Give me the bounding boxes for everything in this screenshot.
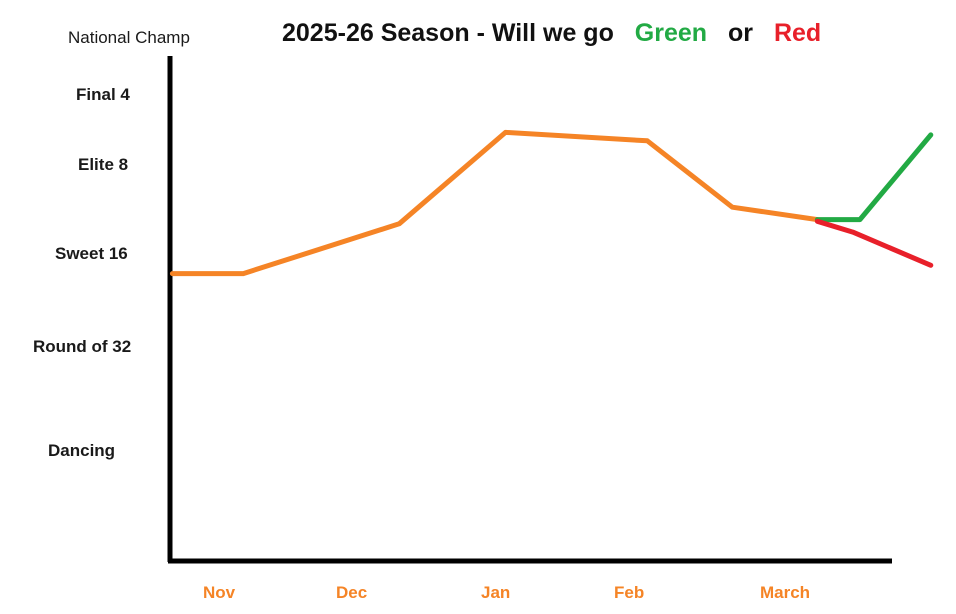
chart-title: 2025-26 Season - Will we go Green or Red	[282, 19, 821, 47]
title-middle-word: or	[728, 19, 753, 47]
title-red-word: Red	[774, 19, 821, 47]
y-label-dancing: Dancing	[48, 441, 115, 460]
series-line-green	[814, 132, 934, 223]
x-tick-dec: Dec	[336, 583, 367, 602]
title-prefix: 2025-26 Season - Will we go	[282, 19, 614, 47]
y-label-final-4: Final 4	[76, 85, 130, 104]
x-tick-jan: Jan	[481, 583, 510, 602]
series-line-season	[169, 129, 820, 277]
y-label-elite-8: Elite 8	[78, 155, 128, 174]
y-label-national-champ: National Champ	[68, 28, 190, 47]
x-tick-march: March	[760, 583, 810, 602]
title-green-word: Green	[635, 19, 707, 47]
series-layer	[169, 129, 934, 277]
series-line-red	[814, 218, 934, 268]
y-label-round-of-32: Round of 32	[33, 337, 131, 356]
x-tick-feb: Feb	[614, 583, 644, 602]
x-tick-nov: Nov	[203, 583, 236, 602]
y-label-sweet-16: Sweet 16	[55, 244, 128, 263]
